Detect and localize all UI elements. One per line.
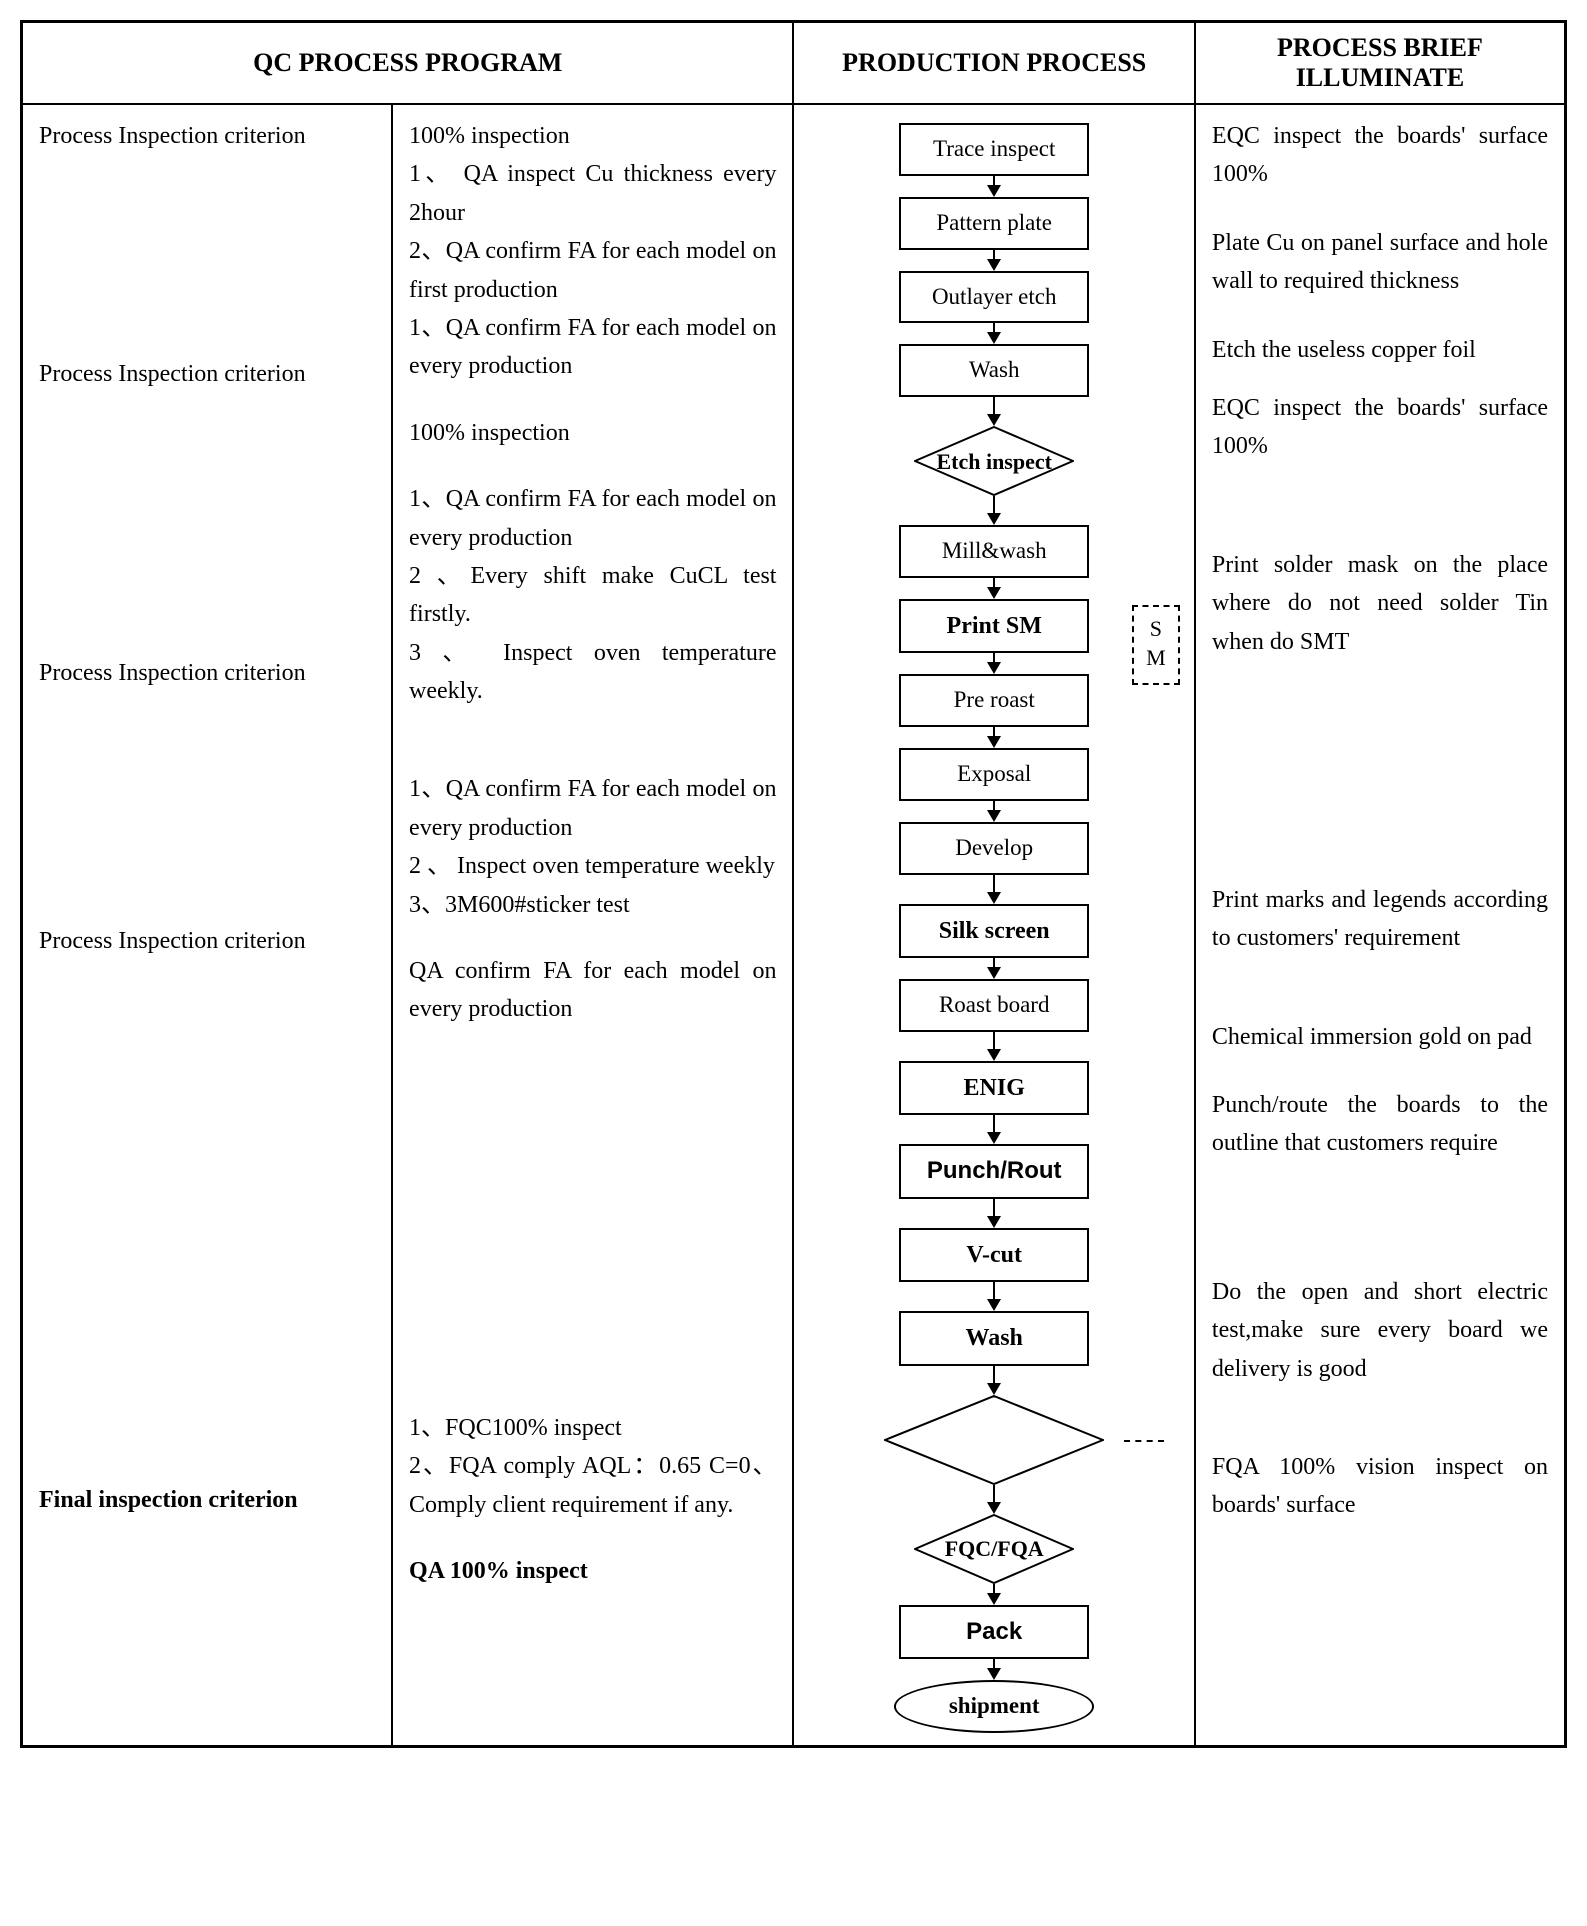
process-table: QC PROCESS PROGRAM PRODUCTION PROCESS PR…	[20, 20, 1567, 1748]
flow-vcut: V-cut	[899, 1228, 1089, 1282]
flow-exposal: Exposal	[899, 748, 1089, 801]
flow-roast-board: Roast board	[899, 979, 1089, 1032]
flow-wash-1: Wash	[899, 344, 1089, 397]
flowchart: Trace inspect Pattern plate Outlayer etc…	[810, 117, 1177, 1733]
brief-2: Plate Cu on panel surface and hole wall …	[1212, 224, 1548, 301]
flow-print-sm: Print SM	[899, 599, 1089, 653]
qc-crit-1: Process Inspection criterion	[39, 117, 375, 155]
brief-8: Punch/route the boards to the outline th…	[1212, 1086, 1548, 1163]
brief-9: Do the open and short electric test,make…	[1212, 1273, 1548, 1388]
qc-crit-3: Process Inspection criterion	[39, 654, 375, 692]
qc-detail-3: 1、QA confirm FA for each model on every …	[409, 480, 776, 710]
flow-pattern-plate: Pattern plate	[899, 197, 1089, 250]
flow-punch-rout: Punch/Rout	[899, 1144, 1089, 1198]
brief-5: Print solder mask on the place where do …	[1212, 546, 1548, 661]
qc-crit-4: Process Inspection criterion	[39, 922, 375, 960]
flow-wash-2: Wash	[899, 1311, 1089, 1365]
flow-develop: Develop	[899, 822, 1089, 875]
flow-outlayer-etch: Outlayer etch	[899, 271, 1089, 324]
qc-detail-1: 100% inspection 1、 QA inspect Cu thickne…	[409, 117, 776, 386]
qc-crit-2: Process Inspection criterion	[39, 355, 375, 393]
header-brief: PROCESS BRIEF ILLUMINATE	[1195, 22, 1566, 105]
flow-silk-screen: Silk screen	[899, 904, 1089, 958]
brief-1: EQC inspect the boards' surface 100%	[1212, 117, 1548, 194]
qc-detail-5: QA confirm FA for each model on every pr…	[409, 952, 776, 1029]
brief-3: Etch the useless copper foil	[1212, 331, 1548, 369]
production-flow-column: Trace inspect Pattern plate Outlayer etc…	[793, 104, 1194, 1746]
qc-detail-4: 1、QA confirm FA for each model on every …	[409, 770, 776, 924]
flow-etch-inspect-diamond: Etch inspect	[864, 426, 1124, 496]
brief-4: EQC inspect the boards' surface 100%	[1212, 389, 1548, 466]
brief-7: Chemical immersion gold on pad	[1212, 1018, 1548, 1056]
flow-trace-inspect: Trace inspect	[899, 123, 1089, 176]
sm-side-box: S M	[1132, 605, 1180, 685]
flow-test-diamond	[844, 1395, 1144, 1485]
brief-10: FQA 100% vision inspect on boards' surfa…	[1212, 1448, 1548, 1525]
qc-crit-final: Final inspection criterion	[39, 1481, 375, 1519]
qc-detail-column: 100% inspection 1、 QA inspect Cu thickne…	[392, 104, 793, 1746]
flow-shipment: shipment	[894, 1680, 1094, 1733]
flow-enig: ENIG	[899, 1061, 1089, 1115]
flow-pre-roast: Pre roast	[899, 674, 1089, 727]
header-prod: PRODUCTION PROCESS	[793, 22, 1194, 105]
flow-fqc-fqa-diamond: FQC/FQA	[864, 1514, 1124, 1584]
flow-pack: Pack	[899, 1605, 1089, 1659]
qc-criterion-column: Process Inspection criterion Process Ins…	[22, 104, 393, 1746]
header-qc: QC PROCESS PROGRAM	[22, 22, 794, 105]
flow-mill-wash: Mill&wash	[899, 525, 1089, 578]
qc-detail-2: 100% inspection	[409, 414, 776, 452]
qc-detail-6: 1、FQC100% inspect 2、FQA comply AQL：0.65 …	[409, 1409, 776, 1524]
brief-column: EQC inspect the boards' surface 100% Pla…	[1195, 104, 1566, 1746]
qc-detail-7: QA 100% inspect	[409, 1552, 776, 1590]
brief-6: Print marks and legends according to cus…	[1212, 881, 1548, 958]
